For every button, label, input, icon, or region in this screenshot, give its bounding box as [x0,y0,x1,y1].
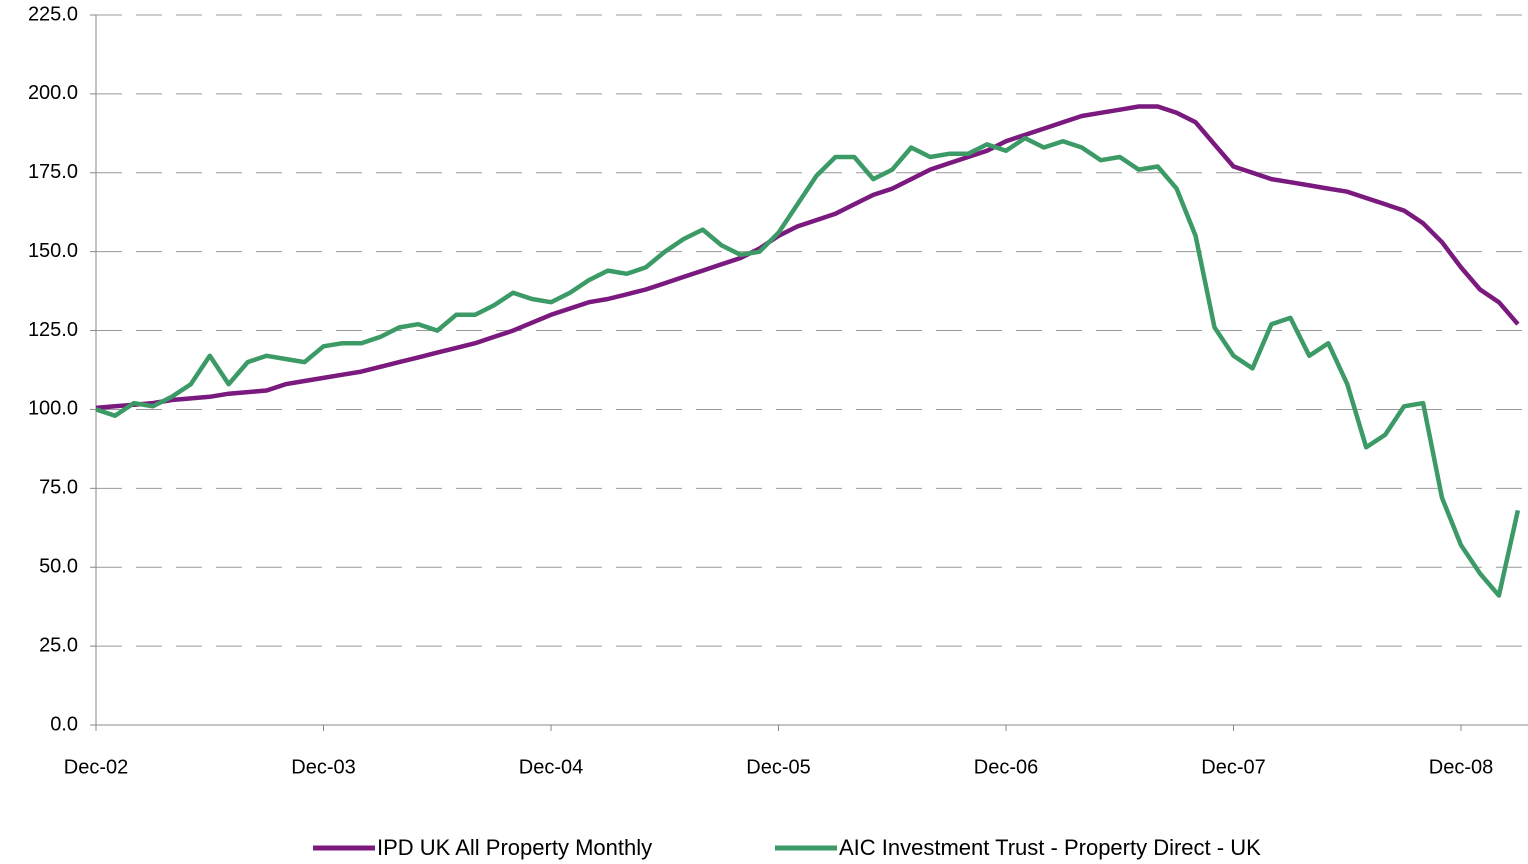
series-line [95,104,1520,411]
legend-label: AIC Investment Trust - Property Direct -… [839,835,1261,860]
x-tick-label: Dec-03 [291,756,355,778]
y-tick-label: 175.0 [28,161,78,183]
x-tick-label: Dec-06 [974,756,1038,778]
x-tick-label: Dec-05 [746,756,810,778]
y-tick-label: 200.0 [28,82,78,104]
y-tick-label: 25.0 [39,634,78,656]
x-tick-label: Dec-02 [64,756,128,778]
y-tick-label: 150.0 [28,240,78,262]
y-tick-label: 75.0 [39,477,78,499]
y-tick-label: 50.0 [39,556,78,578]
y-tick-label: 100.0 [28,398,78,420]
x-tick-label: Dec-07 [1201,756,1265,778]
y-tick-label: 0.0 [50,713,78,735]
x-tick-label: Dec-08 [1429,756,1493,778]
y-tick-label: 125.0 [28,319,78,341]
series-line [95,135,1521,598]
legend-label: IPD UK All Property Monthly [377,835,652,860]
x-tick-label: Dec-04 [519,756,583,778]
y-tick-label: 225.0 [28,3,78,25]
